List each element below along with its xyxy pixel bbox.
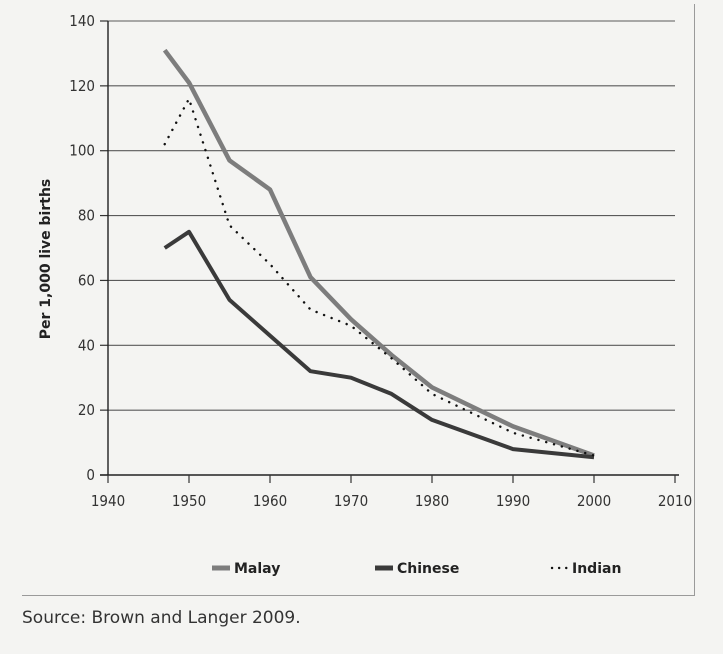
x-tick-label-1980: 1980	[415, 492, 449, 510]
series-line-malay	[162, 48, 595, 458]
series-line-indian	[163, 95, 596, 457]
x-tick-label-1940: 1940	[91, 492, 125, 510]
x-tick-label-1970: 1970	[334, 492, 368, 510]
x-tick-label-1990: 1990	[496, 492, 530, 510]
x-tick-label-2010: 2010	[658, 492, 692, 510]
legend-label-chinese: Chinese	[397, 561, 459, 577]
y-tick-label-80: 80	[78, 207, 95, 225]
axes: 0 20 40 60 80 100 120 140 1940 1950 1960 1970 1980 19…	[69, 12, 692, 510]
x-tick-label-1950: 1950	[172, 492, 206, 510]
series-line-chinese	[163, 229, 595, 460]
y-tick-label-0: 0	[86, 466, 95, 484]
source-note: Source: Brown and Langer 2009.	[22, 608, 301, 628]
legend: Malay Chinese Indian	[212, 561, 621, 577]
y-tick-label-140: 140	[69, 12, 95, 30]
y-tick-label-40: 40	[78, 336, 95, 354]
x-tick-label-1960: 1960	[253, 492, 287, 510]
y-tick-label-60: 60	[78, 271, 95, 289]
grid-lines	[108, 20, 675, 411]
chart-frame: 0 20 40 60 80 100 120 140 1940 1950 1960 1970 1980 19…	[22, 4, 695, 596]
legend-label-malay: Malay	[234, 561, 280, 577]
y-axis-title: Per 1,000 live births	[38, 179, 54, 340]
line-chart: 0 20 40 60 80 100 120 140 1940 1950 1960 1970 1980 19…	[38, 12, 692, 577]
y-tick-label-20: 20	[78, 401, 95, 419]
series-lines	[162, 48, 596, 460]
y-tick-label-100: 100	[69, 142, 95, 160]
x-tick-label-2000: 2000	[577, 492, 611, 510]
y-tick-label-120: 120	[69, 77, 95, 95]
legend-label-indian: Indian	[572, 561, 621, 577]
